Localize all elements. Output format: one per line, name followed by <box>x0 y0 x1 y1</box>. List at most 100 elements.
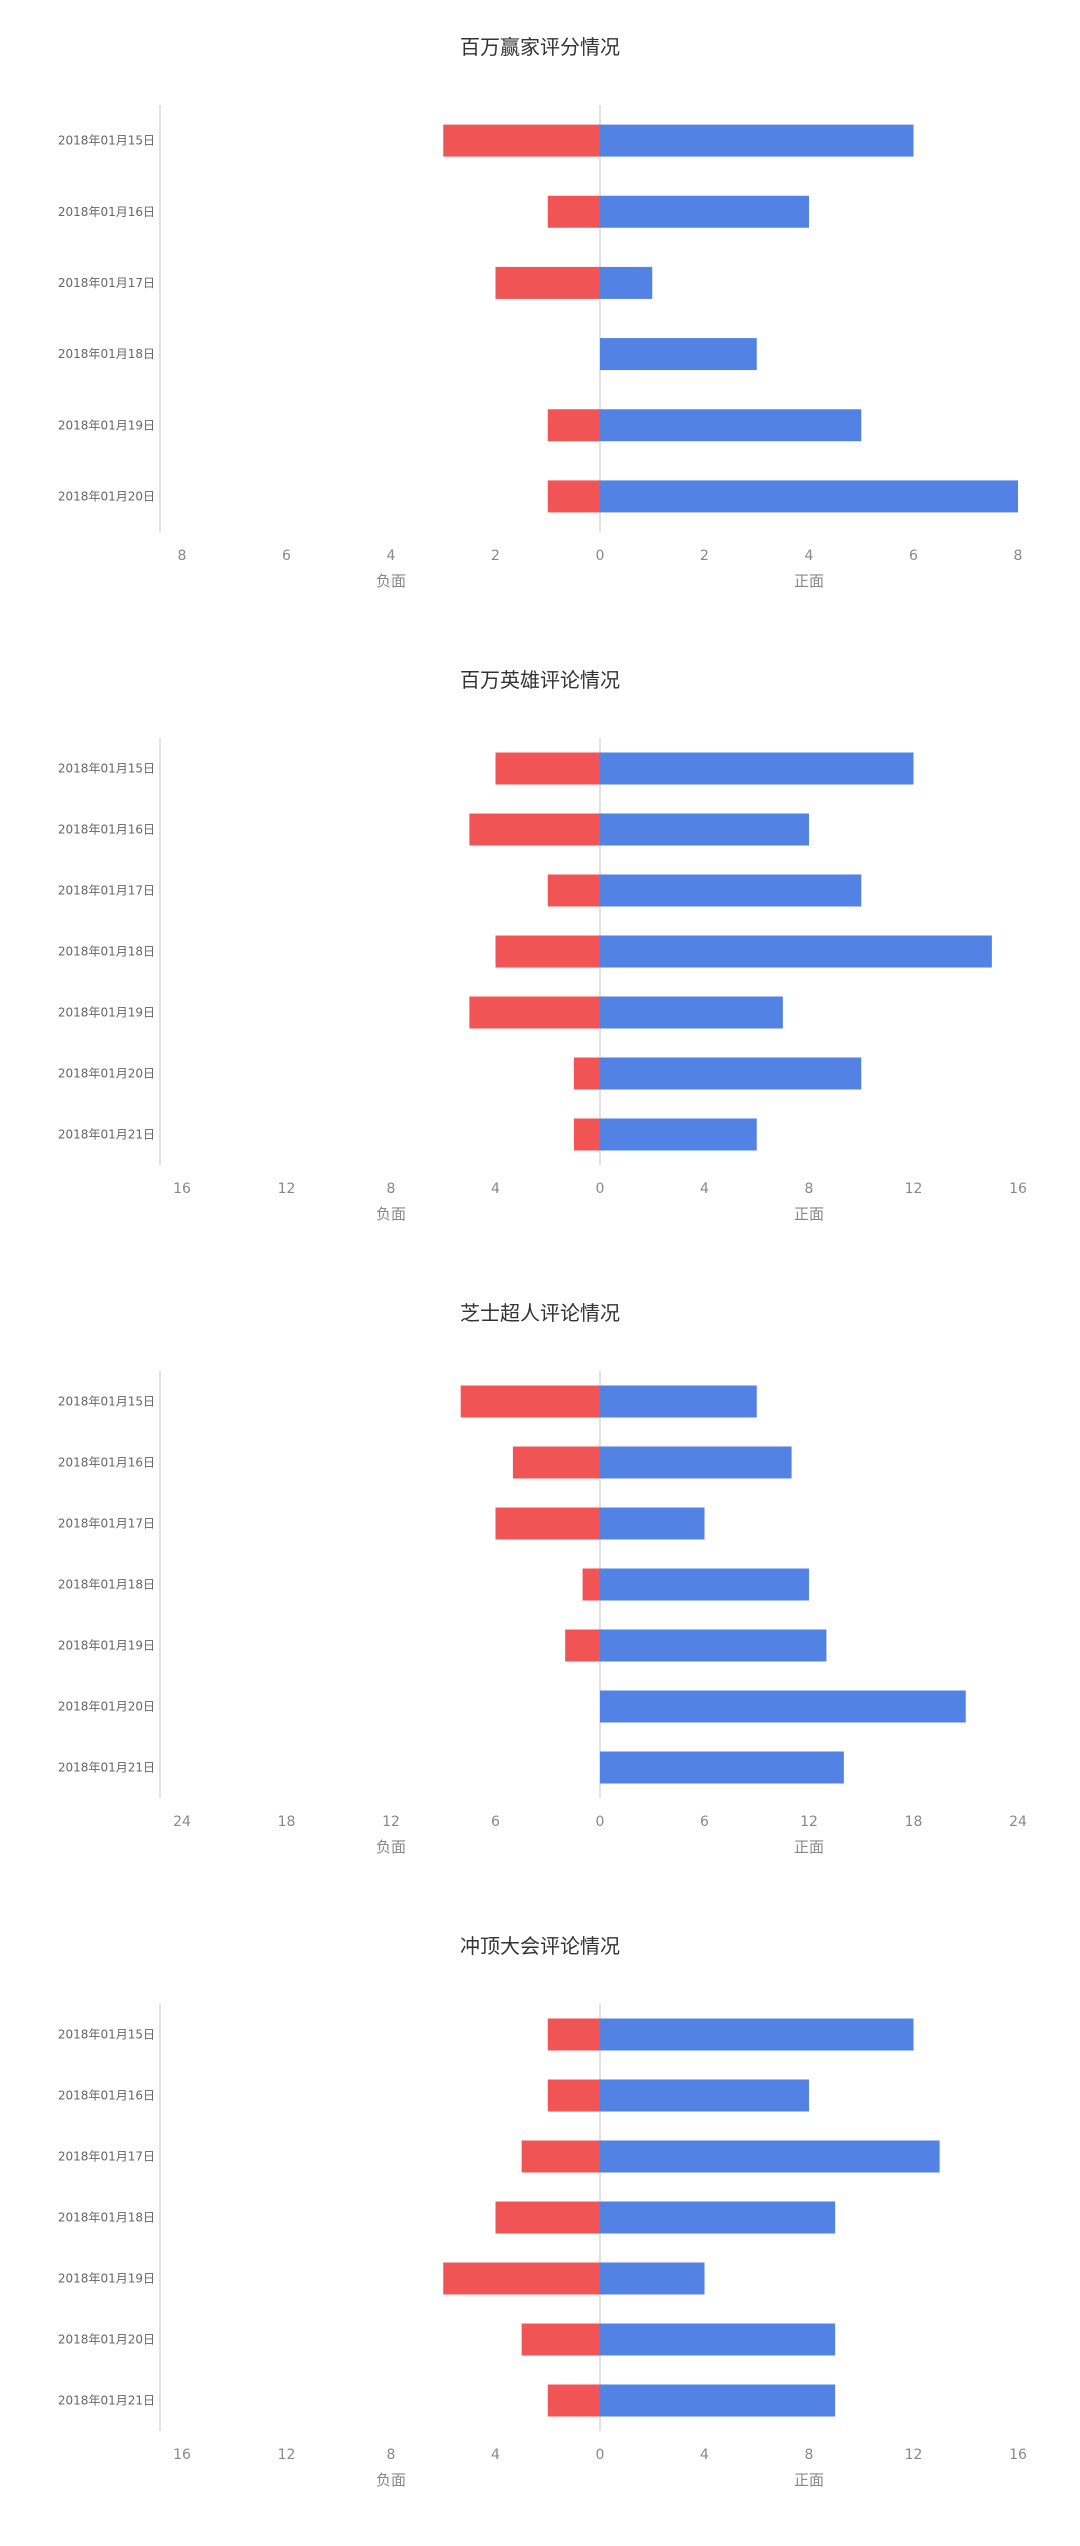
tick-label: 16 <box>173 1181 191 1197</box>
negative-bar <box>443 2262 600 2295</box>
tick-label: 18 <box>905 1814 923 1830</box>
category-label: 2018年01月21日 <box>58 1128 155 1142</box>
positive-bar <box>600 935 992 968</box>
positive-bar <box>600 195 809 228</box>
negative-bar <box>495 2201 600 2234</box>
tick-label: 12 <box>800 1814 818 1830</box>
category-label: 2018年01月19日 <box>58 1006 155 1020</box>
positive-bar <box>600 2140 940 2173</box>
category-label: 2018年01月18日 <box>58 347 155 361</box>
tick-label: 0 <box>596 2447 605 2463</box>
positive-bar <box>600 996 783 1029</box>
tick-label: 16 <box>1009 1181 1027 1197</box>
negative-bar <box>547 195 600 228</box>
negative-bar <box>582 1568 600 1601</box>
positive-bar <box>600 2079 809 2112</box>
category-label: 2018年01月20日 <box>58 1067 155 1081</box>
negative-axis-label: 负面 <box>376 572 406 590</box>
category-label: 2018年01月20日 <box>58 1700 155 1714</box>
positive-bar <box>600 813 809 846</box>
category-label: 2018年01月15日 <box>58 762 155 776</box>
negative-bar <box>495 752 600 785</box>
category-label: 2018年01月17日 <box>58 2150 155 2164</box>
category-label: 2018年01月18日 <box>58 1578 155 1592</box>
positive-bar <box>600 266 653 299</box>
tick-label: 12 <box>905 1181 923 1197</box>
positive-bar <box>600 1507 705 1540</box>
category-label: 2018年01月17日 <box>58 276 155 290</box>
tick-label: 8 <box>805 1181 814 1197</box>
chart-panel-3: 芝士超人评论情况 2018年01月15日 2018年01月16日 2018年01月17… <box>0 1266 1080 1899</box>
tick-label: 24 <box>1009 1814 1027 1830</box>
chart-title: 冲顶大会评论情况 <box>460 1934 620 1958</box>
tick-label: 4 <box>387 548 396 564</box>
tick-label: 8 <box>805 2447 814 2463</box>
tick-label: 12 <box>382 1814 400 1830</box>
chart-panel-2: 百万英雄评论情况 2018年01月15日 2018年01月16日 2018年01月17… <box>0 633 1080 1266</box>
negative-bar <box>547 874 600 907</box>
tick-label: 4 <box>805 548 814 564</box>
tick-label: 8 <box>387 2447 396 2463</box>
tick-label: 8 <box>178 548 187 564</box>
chart-panel-1: 百万赢家评分情况 2018年01月15日 2018年01月16日 2018年01月17… <box>0 0 1080 633</box>
negative-bar <box>495 1507 600 1540</box>
negative-bar <box>547 2079 600 2112</box>
category-label: 2018年01月19日 <box>58 2272 155 2286</box>
tick-label: 12 <box>278 2447 296 2463</box>
positive-bar <box>600 1446 792 1479</box>
chart-svg: 芝士超人评论情况 2018年01月15日 2018年01月16日 2018年01月17… <box>58 1301 1027 1856</box>
negative-bar <box>521 2140 600 2173</box>
tick-label: 12 <box>905 2447 923 2463</box>
category-label: 2018年01月18日 <box>58 945 155 959</box>
negative-bar <box>495 935 600 968</box>
tick-label: 0 <box>596 1181 605 1197</box>
positive-bar <box>600 124 914 157</box>
positive-bar <box>600 1385 757 1418</box>
chart-title: 百万赢家评分情况 <box>460 35 620 59</box>
positive-bar <box>600 1629 827 1662</box>
positive-bar <box>600 409 862 442</box>
positive-bar <box>600 752 914 785</box>
tick-label: 16 <box>173 2447 191 2463</box>
positive-bar <box>600 1057 862 1090</box>
negative-bar <box>469 813 600 846</box>
negative-axis-label: 负面 <box>376 1838 406 1856</box>
tick-label: 4 <box>700 1181 709 1197</box>
positive-bar <box>600 2018 914 2051</box>
tick-label: 18 <box>278 1814 296 1830</box>
negative-bar <box>565 1629 600 1662</box>
category-label: 2018年01月15日 <box>58 1395 155 1409</box>
category-label: 2018年01月15日 <box>58 134 155 148</box>
negative-bar <box>547 409 600 442</box>
positive-bar <box>600 2262 705 2295</box>
tick-label: 4 <box>700 2447 709 2463</box>
category-label: 2018年01月16日 <box>58 205 155 219</box>
tick-label: 2 <box>491 548 500 564</box>
category-label: 2018年01月16日 <box>58 823 155 837</box>
category-label: 2018年01月19日 <box>58 418 155 432</box>
negative-bar <box>547 2018 600 2051</box>
negative-axis-label: 负面 <box>376 2471 406 2489</box>
negative-bar <box>469 996 600 1029</box>
tick-label: 6 <box>282 548 291 564</box>
positive-bar <box>600 1118 757 1151</box>
tick-label: 24 <box>173 1814 191 1830</box>
chart-panel-4: 冲顶大会评论情况 2018年01月15日 2018年01月16日 2018年01月17… <box>0 1899 1080 2532</box>
chart-svg: 百万英雄评论情况 2018年01月15日 2018年01月16日 2018年01月17… <box>58 668 1027 1223</box>
tick-label: 12 <box>278 1181 296 1197</box>
chart-svg: 百万赢家评分情况 2018年01月15日 2018年01月16日 2018年01月17… <box>58 35 1023 590</box>
negative-bar <box>547 480 600 513</box>
category-label: 2018年01月16日 <box>58 2089 155 2103</box>
positive-axis-label: 正面 <box>794 1838 824 1856</box>
category-label: 2018年01月15日 <box>58 2028 155 2042</box>
tick-label: 4 <box>491 1181 500 1197</box>
positive-bar <box>600 2201 836 2234</box>
category-label: 2018年01月21日 <box>58 1761 155 1775</box>
category-label: 2018年01月17日 <box>58 884 155 898</box>
category-label: 2018年01月17日 <box>58 1517 155 1531</box>
negative-axis-label: 负面 <box>376 1205 406 1223</box>
negative-bar <box>573 1057 600 1090</box>
positive-axis-label: 正面 <box>794 1205 824 1223</box>
positive-bar <box>600 2384 836 2417</box>
